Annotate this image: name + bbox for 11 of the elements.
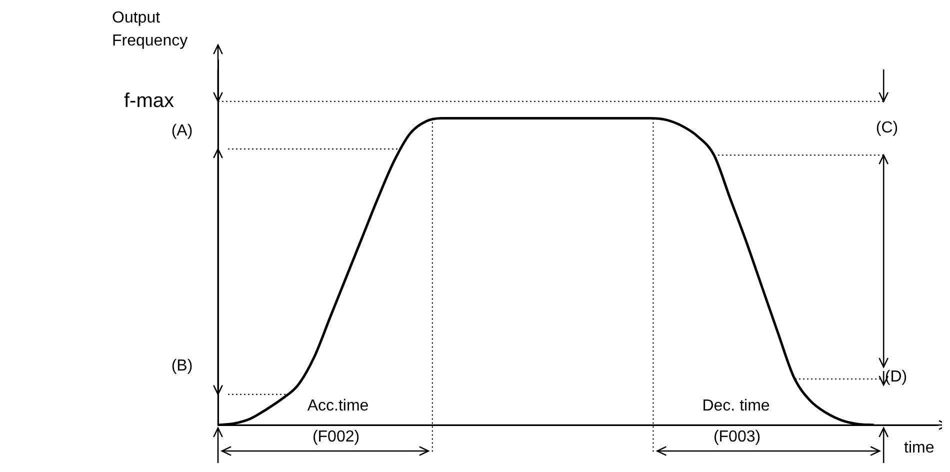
text: (A) <box>171 122 193 140</box>
annotation: Dec. time <box>702 397 770 414</box>
annotation: (D) <box>884 368 908 386</box>
text: (B) <box>171 357 193 374</box>
annotation: (C) <box>876 119 898 136</box>
annotation: Acc.time <box>307 397 369 414</box>
ref-line-label: f-max <box>124 90 174 112</box>
text: (F003) <box>713 428 761 446</box>
x-axis-title: time <box>904 439 934 456</box>
y-axis-title: Output Frequency <box>112 9 188 50</box>
text: (F002) <box>312 428 360 446</box>
